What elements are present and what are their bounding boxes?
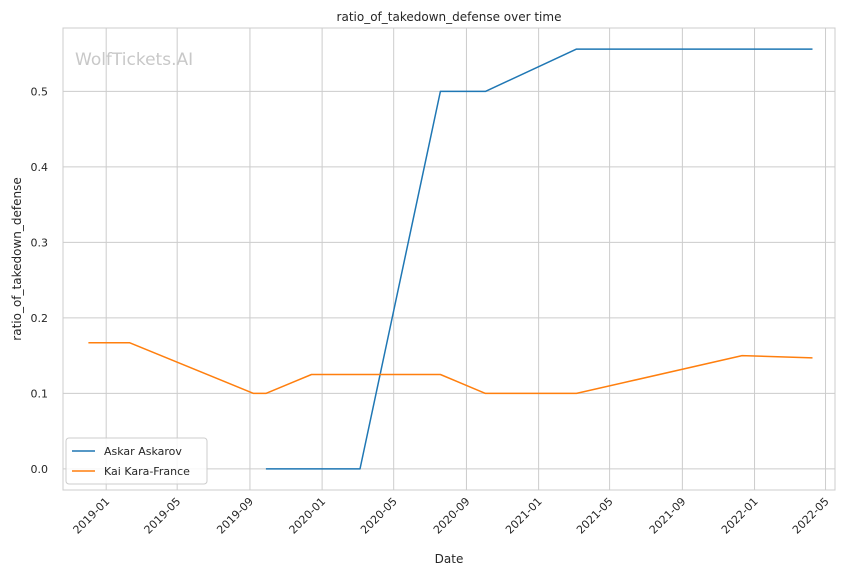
legend-box: [65, 437, 208, 485]
series-line-2: [88, 342, 813, 395]
series-layer: [88, 48, 813, 470]
y-tick-label: 0.1: [31, 387, 49, 400]
chart-title: ratio_of_takedown_defense over time: [337, 10, 562, 24]
legend-label-1: Askar Askarov: [104, 445, 182, 458]
watermark: WolfTickets.AI: [75, 50, 193, 70]
x-axis-label: Date: [435, 552, 464, 566]
y-axis-label: ratio_of_takedown_defense: [10, 177, 24, 340]
legend-label-2: Kai Kara-France: [104, 465, 190, 478]
y-tick-label: 0.0: [31, 463, 49, 476]
series-line-1: [265, 48, 813, 470]
y-tick-label: 0.2: [31, 312, 49, 325]
y-tick-label: 0.5: [31, 85, 49, 98]
y-tick-label: 0.3: [31, 236, 49, 249]
plot-frame: [62, 27, 836, 491]
y-tick-label: 0.4: [31, 161, 49, 174]
legend: Askar Askarov Kai Kara-France: [65, 437, 208, 485]
y-axis-ticks: 0.0 0.1 0.2 0.3 0.4 0.5: [31, 85, 49, 475]
